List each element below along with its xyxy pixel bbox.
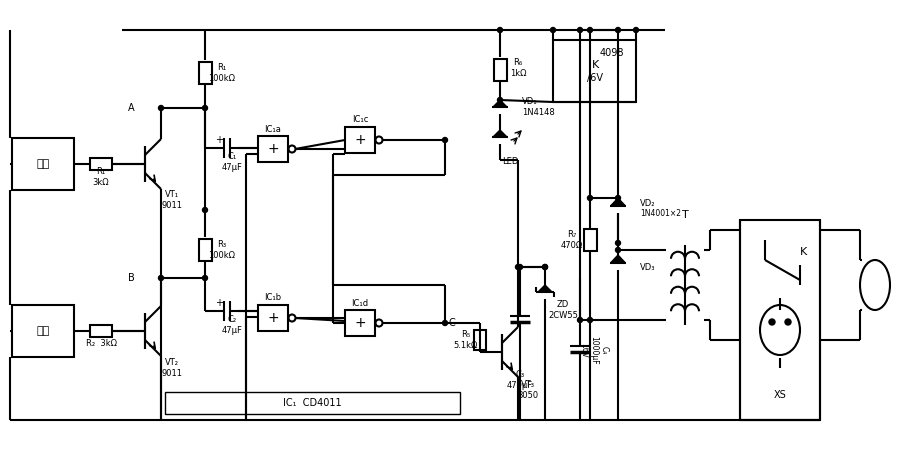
Text: +: +	[267, 142, 278, 156]
Text: R₅
5.1kΩ: R₅ 5.1kΩ	[454, 330, 479, 350]
Polygon shape	[493, 130, 507, 137]
Text: XS: XS	[774, 390, 786, 400]
Circle shape	[443, 321, 447, 326]
Text: A: A	[128, 103, 135, 113]
Text: VD₃: VD₃	[640, 262, 656, 271]
Bar	[198, 239, 211, 261]
Text: C₃
470μF: C₃ 470μF	[507, 370, 533, 390]
Text: C₄
1000μF
16V: C₄ 1000μF 16V	[579, 336, 609, 364]
Text: C₁
47μF: C₁ 47μF	[221, 152, 242, 172]
Text: +: +	[215, 135, 223, 145]
Circle shape	[542, 265, 548, 270]
Text: K: K	[591, 60, 598, 70]
Bar	[165, 392, 460, 414]
Bar	[474, 330, 486, 350]
Circle shape	[203, 106, 207, 111]
Circle shape	[542, 265, 548, 270]
Polygon shape	[611, 255, 625, 262]
Circle shape	[577, 318, 583, 323]
Text: IC₁d: IC₁d	[351, 299, 369, 308]
Circle shape	[616, 241, 621, 246]
Circle shape	[769, 319, 775, 325]
Text: IC₁b: IC₁b	[265, 294, 281, 303]
Ellipse shape	[860, 260, 890, 310]
Bar	[345, 310, 375, 336]
Text: C₂
47μF: C₂ 47μF	[221, 315, 242, 335]
Text: +: +	[267, 311, 278, 325]
Text: +: +	[354, 316, 366, 330]
Circle shape	[203, 275, 207, 280]
Circle shape	[577, 28, 583, 33]
Circle shape	[587, 28, 593, 33]
Bar	[198, 62, 211, 84]
Text: ZD
2CW55: ZD 2CW55	[548, 300, 578, 320]
Bar	[493, 59, 506, 81]
Text: 4098: 4098	[599, 48, 624, 58]
Circle shape	[587, 318, 593, 323]
Circle shape	[633, 28, 639, 33]
Text: VD₂: VD₂	[640, 199, 656, 208]
Bar	[258, 136, 288, 162]
Text: R₆
1kΩ: R₆ 1kΩ	[510, 58, 526, 78]
Bar	[345, 127, 375, 153]
Polygon shape	[538, 285, 552, 292]
Text: +: +	[215, 298, 223, 308]
Text: IC₁c: IC₁c	[352, 116, 368, 125]
Text: T: T	[681, 210, 689, 220]
Circle shape	[443, 138, 447, 143]
Bar	[90, 158, 112, 170]
Circle shape	[785, 319, 791, 325]
Bar	[740, 220, 820, 420]
Text: VT₃
8050: VT₃ 8050	[517, 381, 538, 400]
Circle shape	[203, 207, 207, 212]
Circle shape	[616, 28, 621, 33]
Circle shape	[515, 265, 521, 270]
Circle shape	[550, 28, 555, 33]
Text: VT₁
9011: VT₁ 9011	[161, 190, 183, 210]
Text: R₂  3kΩ: R₂ 3kΩ	[86, 339, 116, 348]
Bar	[90, 325, 112, 337]
Circle shape	[159, 106, 163, 111]
Circle shape	[616, 247, 621, 252]
Text: VD₁
1N4148: VD₁ 1N4148	[522, 97, 555, 117]
Bar	[12, 305, 74, 357]
Circle shape	[159, 275, 163, 280]
Text: LED: LED	[502, 158, 518, 167]
Text: B: B	[128, 273, 135, 283]
Circle shape	[517, 265, 523, 270]
Text: 甲表: 甲表	[36, 159, 50, 169]
Text: R₁
100kΩ: R₁ 100kΩ	[208, 63, 235, 83]
Text: 1N4001×2: 1N4001×2	[640, 208, 681, 217]
Text: IC₁  CD4011: IC₁ CD4011	[283, 398, 341, 408]
Bar	[553, 40, 636, 102]
Polygon shape	[493, 100, 507, 107]
Bar	[12, 138, 74, 190]
Circle shape	[498, 97, 502, 102]
Bar	[584, 229, 597, 251]
Polygon shape	[611, 198, 625, 206]
Bar	[258, 305, 288, 331]
Text: R₇
470Ω: R₇ 470Ω	[561, 230, 583, 250]
Circle shape	[498, 28, 502, 33]
Text: R₃
100kΩ: R₃ 100kΩ	[208, 240, 235, 260]
Text: /6V: /6V	[587, 73, 603, 83]
Text: IC₁a: IC₁a	[265, 125, 281, 134]
Text: R₁
3kΩ: R₁ 3kΩ	[93, 167, 110, 187]
Text: 乙表: 乙表	[36, 326, 50, 336]
Text: VT₂
9011: VT₂ 9011	[161, 358, 183, 378]
Text: C: C	[449, 318, 455, 328]
Circle shape	[616, 196, 621, 201]
Text: +: +	[354, 133, 366, 147]
Circle shape	[587, 196, 593, 201]
Ellipse shape	[760, 305, 800, 355]
Text: K: K	[800, 247, 808, 257]
